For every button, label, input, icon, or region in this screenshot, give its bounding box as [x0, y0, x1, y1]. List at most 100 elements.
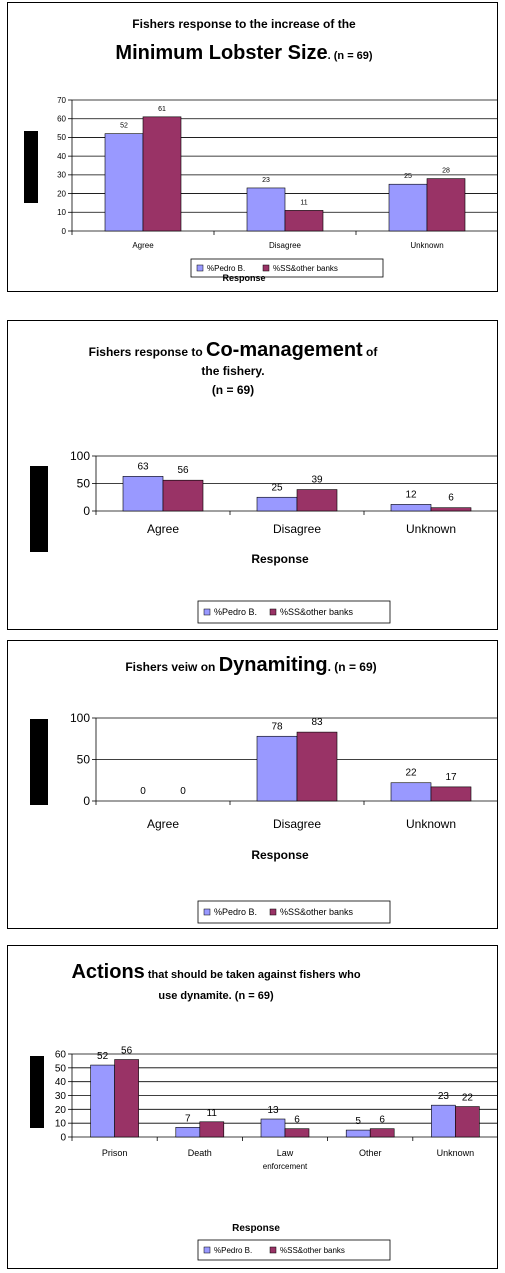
bar-ss	[296, 731, 338, 802]
y-tick-label: 100	[70, 449, 90, 463]
chart-3-plot: 0 50 100 0 0 Agree 78 83 Disagree 22 17 Unknown %Ped…	[70, 711, 498, 924]
bar-pedro	[390, 782, 432, 802]
data-label: 28	[442, 168, 450, 175]
chart-4-title-line2: use dynamite. (n = 69)	[158, 990, 274, 1002]
y-tick-label: 100	[70, 711, 90, 725]
data-label: 6	[294, 1115, 300, 1126]
data-label: 22	[405, 768, 417, 779]
bar-ss	[296, 489, 338, 512]
y-tick-label: 70	[57, 96, 66, 105]
data-label: 39	[311, 475, 323, 486]
chart-2-xlabel: Response	[251, 552, 309, 566]
chart-panel-minimum-lobster-size: Fishers response to the increase of the …	[7, 2, 498, 292]
data-label: 6	[448, 493, 454, 504]
y-tick-label: 10	[57, 208, 66, 217]
bar-pedro	[260, 1118, 286, 1138]
data-label: 23	[438, 1091, 450, 1102]
chart-1-title-big: Minimum Lobster Size	[115, 42, 327, 64]
bar-pedro	[390, 504, 432, 512]
data-label: 0	[140, 786, 146, 797]
bar-ss	[455, 1106, 480, 1138]
data-label: 25	[271, 482, 283, 493]
y-tick-label: 20	[55, 1105, 67, 1116]
y-tick-label: 50	[55, 1063, 67, 1074]
chart-3-xlabel: Response	[251, 848, 309, 862]
data-label: 56	[121, 1046, 133, 1057]
data-label: 7	[185, 1113, 191, 1124]
chart-2-title-line2: the fishery.	[201, 364, 264, 378]
bar-pedro	[256, 735, 298, 802]
bar-pedro	[431, 1104, 456, 1138]
chart-3-ylabel-block	[30, 719, 48, 805]
chart-panel-dynamiting: Fishers veiw on Dynamiting. (n = 69) 0 50…	[7, 640, 498, 929]
legend-label: %Pedro B.	[207, 264, 245, 273]
legend-swatch-ss	[262, 264, 270, 272]
y-tick-label: 50	[77, 477, 91, 491]
data-label: 61	[158, 106, 166, 113]
data-label: 11	[207, 1108, 218, 1119]
legend-label: %SS&other banks	[280, 1246, 345, 1255]
chart-1-svg: Fishers response to the increase of the …	[24, 17, 498, 283]
chart-panel-co-management: Fishers response to Co-management of the…	[7, 320, 498, 630]
legend-box	[197, 600, 391, 624]
chart-1-title-line1: Fishers response to the increase of the	[132, 17, 356, 31]
data-label: 13	[267, 1105, 279, 1116]
bar-ss	[114, 1059, 139, 1138]
data-label: 11	[300, 199, 307, 206]
y-tick-label: 0	[60, 1133, 66, 1144]
x-tick-label: Agree	[132, 241, 154, 250]
y-tick-label: 40	[57, 152, 66, 161]
y-tick-label: 30	[57, 171, 66, 180]
legend-box	[190, 258, 384, 278]
chart-3-title-small-b: . (n = 69)	[328, 660, 377, 674]
bar-ss	[284, 210, 324, 232]
legend-swatch-ss	[269, 908, 277, 916]
data-label: 52	[120, 123, 128, 130]
bar-pedro	[246, 187, 286, 232]
bar-ss	[426, 178, 466, 232]
chart-2-plot: 0 50 100 63 56 Agree 25 39 Disagree 12 6 Unknown %Pe…	[70, 449, 498, 624]
chart-3-svg: Fishers veiw on Dynamiting. (n = 69) 0 50…	[30, 654, 498, 924]
legend-label: %SS&other banks	[280, 607, 354, 617]
bar-ss	[199, 1121, 225, 1138]
chart-2-title-line3: (n = 69)	[212, 383, 254, 397]
y-tick-label: 60	[55, 1050, 67, 1061]
chart-3-title-small-a: Fishers veiw on	[125, 660, 218, 674]
chart-1-ylabel-block	[24, 131, 38, 203]
x-tick-label: Law	[277, 1148, 294, 1158]
legend-swatch-pedro	[203, 1246, 211, 1254]
x-tick-label: Other	[359, 1148, 382, 1158]
bar-pedro	[345, 1129, 371, 1138]
chart-panel-actions-against-dynamite: Actions that should be taken against fis…	[7, 945, 498, 1269]
y-tick-label: 60	[57, 115, 66, 124]
x-tick-label: Unknown	[406, 522, 456, 536]
bar-ss	[430, 507, 472, 512]
chart-4-xlabel: Response	[232, 1223, 280, 1234]
legend-box	[197, 900, 391, 924]
bar-pedro	[122, 476, 164, 512]
legend-label: %Pedro B.	[214, 907, 257, 917]
legend-swatch-pedro	[196, 264, 204, 272]
data-label: 12	[405, 489, 417, 500]
chart-2-title-small-b: of	[363, 345, 379, 359]
bar-pedro	[256, 496, 298, 512]
chart-2-title-big: Co-management	[206, 339, 363, 361]
legend-label: %Pedro B.	[214, 607, 257, 617]
x-tick-label: Disagree	[273, 522, 321, 536]
x-tick-label: Death	[188, 1148, 212, 1158]
chart-4-title-line1: Actions that should be taken against fis…	[71, 961, 360, 983]
legend-label: %SS&other banks	[280, 907, 354, 917]
x-tick-label: Agree	[147, 522, 179, 536]
chart-2-svg: Fishers response to Co-management of the…	[30, 339, 498, 624]
y-tick-label: 50	[77, 753, 91, 767]
bar-ss	[430, 786, 472, 802]
data-label: 17	[445, 772, 457, 783]
x-tick-label: Unknown	[410, 241, 443, 250]
bar-pedro	[175, 1127, 201, 1138]
legend-swatch-pedro	[203, 608, 211, 616]
x-tick-label: Disagree	[273, 817, 321, 831]
chart-2-title-line1: Fishers response to Co-management of	[89, 339, 379, 361]
bar-ss	[162, 479, 204, 512]
data-label: 6	[379, 1115, 385, 1126]
